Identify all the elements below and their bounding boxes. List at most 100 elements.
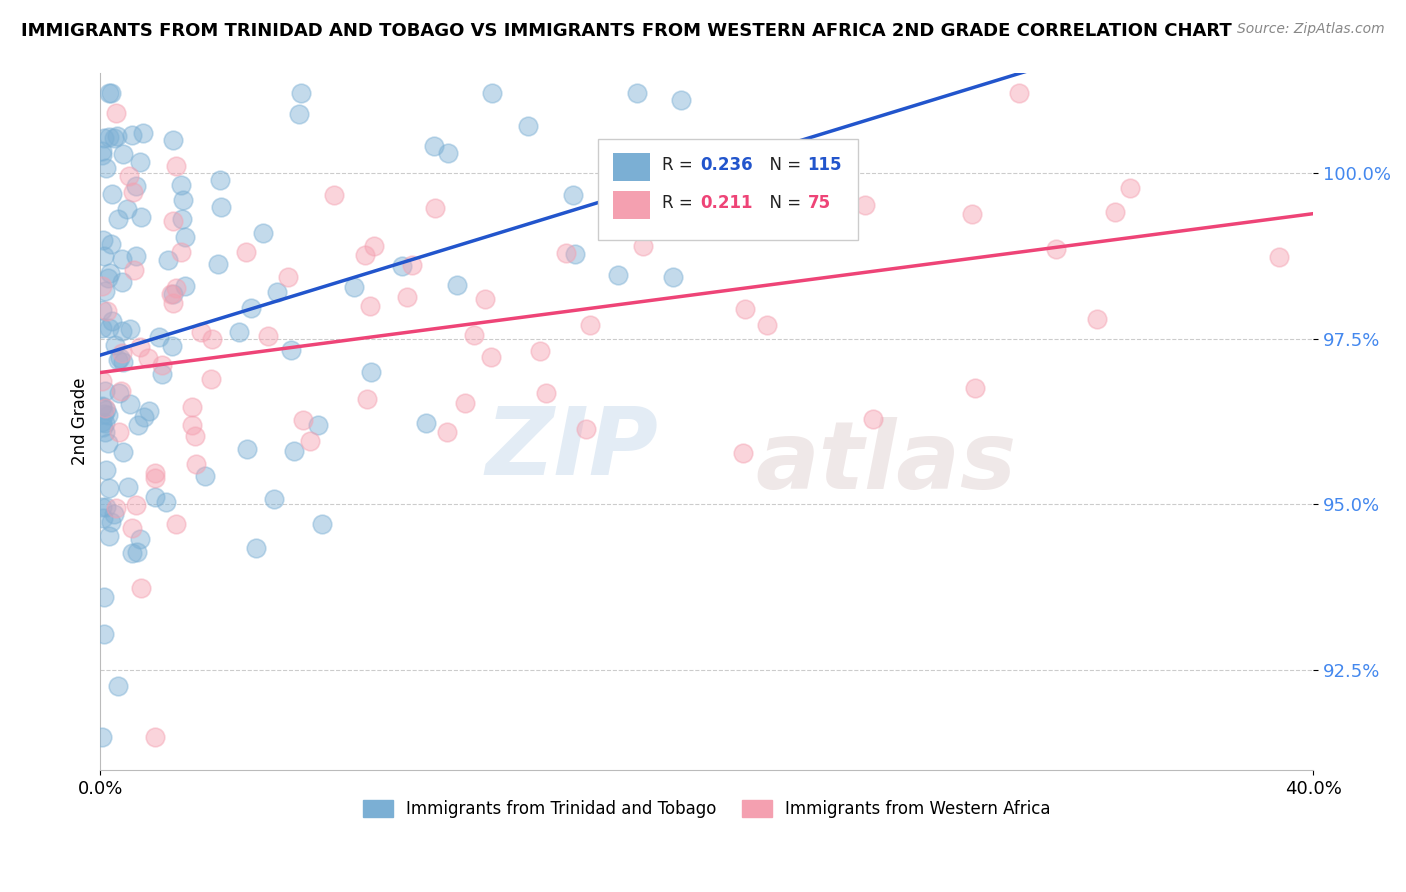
Point — [256, 329, 278, 343]
Point — [103, 131, 125, 145]
Point — [93, 590, 115, 604]
Point — [125, 249, 148, 263]
Point — [162, 214, 184, 228]
Point — [90, 730, 112, 744]
Point — [1045, 242, 1067, 256]
Point — [1008, 86, 1031, 100]
Point — [100, 313, 122, 327]
Text: R =: R = — [662, 194, 697, 212]
Point — [965, 381, 987, 395]
Point — [165, 281, 187, 295]
Point — [162, 287, 184, 301]
Text: 0.211: 0.211 — [700, 194, 754, 212]
Point — [479, 350, 502, 364]
Point — [165, 517, 187, 532]
FancyBboxPatch shape — [598, 139, 859, 240]
Legend: Immigrants from Trinidad and Tobago, Immigrants from Western Africa: Immigrants from Trinidad and Tobago, Imm… — [356, 793, 1057, 824]
Point — [169, 178, 191, 193]
Point — [117, 480, 139, 494]
Point — [184, 457, 207, 471]
Point — [136, 351, 159, 365]
Point — [100, 236, 122, 251]
Point — [143, 491, 166, 505]
Point — [200, 332, 222, 346]
Point — [1118, 181, 1140, 195]
Point — [562, 188, 585, 202]
Point — [121, 546, 143, 560]
Point — [960, 206, 983, 220]
Text: R =: R = — [662, 156, 697, 174]
Point — [122, 185, 145, 199]
Point — [138, 404, 160, 418]
Point — [90, 500, 112, 514]
Point — [291, 412, 314, 426]
Point — [395, 290, 418, 304]
Point — [671, 94, 693, 108]
Point — [446, 277, 468, 292]
Point — [165, 160, 187, 174]
Point — [107, 212, 129, 227]
Point — [162, 133, 184, 147]
Point — [155, 495, 177, 509]
Point — [181, 400, 204, 414]
Point — [97, 271, 120, 285]
Point — [207, 257, 229, 271]
Point — [111, 346, 134, 360]
Point — [239, 301, 262, 315]
Point — [112, 444, 135, 458]
Point — [1085, 312, 1108, 326]
Point — [534, 385, 557, 400]
Point — [91, 511, 114, 525]
Point — [172, 211, 194, 226]
Point — [360, 365, 382, 379]
Point — [288, 107, 311, 121]
Point — [91, 303, 114, 318]
Point — [104, 337, 127, 351]
Point — [228, 325, 250, 339]
Point — [90, 399, 112, 413]
Point — [436, 425, 458, 439]
Point — [97, 129, 120, 144]
Point — [359, 298, 381, 312]
Point — [209, 173, 232, 187]
Point — [236, 442, 259, 456]
Point — [1268, 250, 1291, 264]
Point — [157, 252, 180, 267]
Point — [97, 529, 120, 543]
Point — [112, 355, 135, 369]
Point — [415, 416, 437, 430]
Point — [132, 409, 155, 424]
Point — [94, 500, 117, 514]
Point — [148, 329, 170, 343]
Point — [575, 422, 598, 436]
Point — [252, 226, 274, 240]
Point — [174, 278, 197, 293]
Text: atlas: atlas — [755, 417, 1017, 509]
Point — [91, 278, 114, 293]
Point — [93, 131, 115, 145]
Point — [91, 420, 114, 434]
Point — [120, 397, 142, 411]
Point — [97, 435, 120, 450]
Point — [564, 247, 586, 261]
Point — [517, 119, 540, 133]
Point — [174, 230, 197, 244]
Point — [91, 144, 114, 158]
Point — [107, 680, 129, 694]
Point — [263, 491, 285, 506]
Text: 75: 75 — [807, 194, 831, 212]
Point — [94, 161, 117, 175]
Point — [94, 463, 117, 477]
Point — [110, 384, 132, 398]
Point — [129, 533, 152, 547]
Point — [437, 145, 460, 160]
Point — [401, 258, 423, 272]
Point — [90, 416, 112, 430]
Y-axis label: 2nd Grade: 2nd Grade — [72, 377, 89, 466]
Point — [194, 468, 217, 483]
Text: ZIP: ZIP — [485, 403, 658, 495]
Point — [453, 395, 475, 409]
Point — [277, 269, 299, 284]
Point — [105, 500, 128, 515]
Point — [626, 86, 648, 100]
